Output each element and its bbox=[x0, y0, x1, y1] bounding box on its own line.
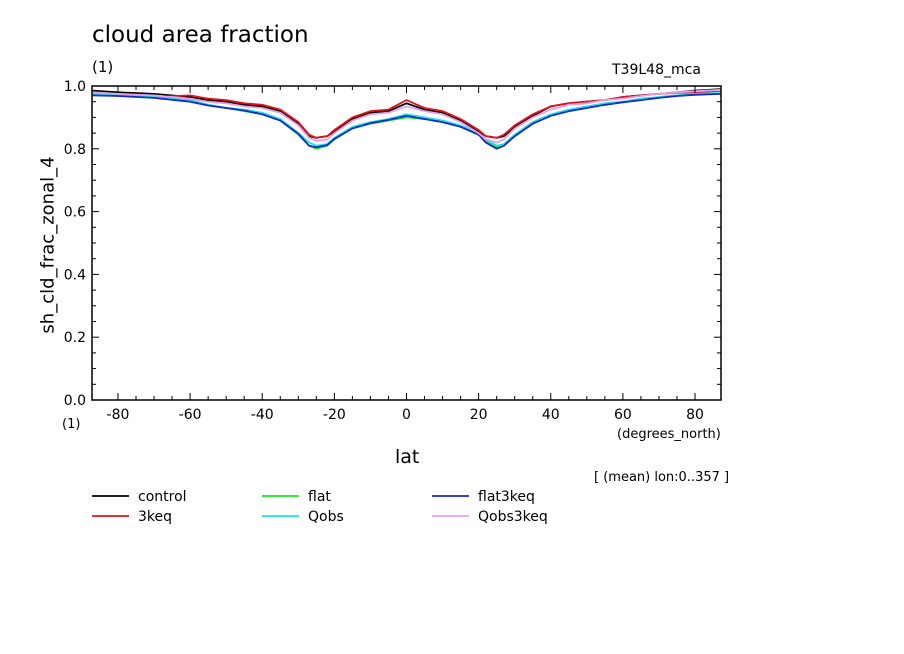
x-tick-label: -60 bbox=[179, 407, 202, 423]
y-tick-label: 0.6 bbox=[64, 205, 86, 221]
series-line-flat3keq bbox=[92, 93, 721, 150]
x-tick-label: 20 bbox=[470, 407, 488, 423]
chart-title: cloud area fraction bbox=[92, 22, 309, 48]
units-label-top: (1) bbox=[92, 58, 114, 76]
tick-labels: -80 -60 -40 -20 0 20 40 60 80 0.0 0.2 0.4 0.6 0.8 1.0 bbox=[64, 79, 704, 423]
units-label-bottom: (1) bbox=[62, 417, 81, 432]
mean-note: [ (mean) lon:0..357 ] bbox=[594, 470, 730, 485]
run-id-label: T39L48_mca bbox=[612, 62, 701, 78]
legend-label-qobs: Qobs bbox=[308, 509, 344, 525]
y-tick-label: 0.8 bbox=[64, 142, 86, 158]
legend-label-flat3keq: flat3keq bbox=[478, 489, 535, 505]
legend: control 3keq flat Qobs flat3keq Qobs3keq bbox=[92, 489, 548, 525]
x-tick-label: 80 bbox=[686, 407, 704, 423]
ticks-layer bbox=[92, 85, 721, 401]
series-layer bbox=[92, 88, 721, 150]
y-tick-label: 0.2 bbox=[64, 330, 86, 346]
y-tick-label: 1.0 bbox=[64, 79, 86, 95]
x-tick-label: -80 bbox=[107, 407, 130, 423]
series-line-qobs3keq bbox=[92, 88, 721, 144]
x-tick-label: 40 bbox=[542, 407, 560, 423]
legend-label-flat: flat bbox=[308, 489, 331, 505]
x-axis-label: lat bbox=[395, 446, 420, 468]
y-tick-label: 0.0 bbox=[64, 393, 86, 409]
y-tick-label: 0.4 bbox=[64, 267, 86, 283]
x-tick-label: -20 bbox=[323, 407, 346, 423]
x-tick-label: 60 bbox=[614, 407, 632, 423]
x-tick-label: 0 bbox=[402, 407, 411, 423]
plot-frame bbox=[91, 85, 722, 401]
y-axis-label: sh_cld_frac_zonal_4 bbox=[37, 156, 59, 334]
x-axis-units: (degrees_north) bbox=[617, 427, 721, 442]
legend-label-3keq: 3keq bbox=[138, 509, 172, 525]
legend-label-control: control bbox=[138, 489, 187, 505]
x-tick-label: -40 bbox=[251, 407, 274, 423]
legend-label-qobs3keq: Qobs3keq bbox=[478, 509, 548, 525]
